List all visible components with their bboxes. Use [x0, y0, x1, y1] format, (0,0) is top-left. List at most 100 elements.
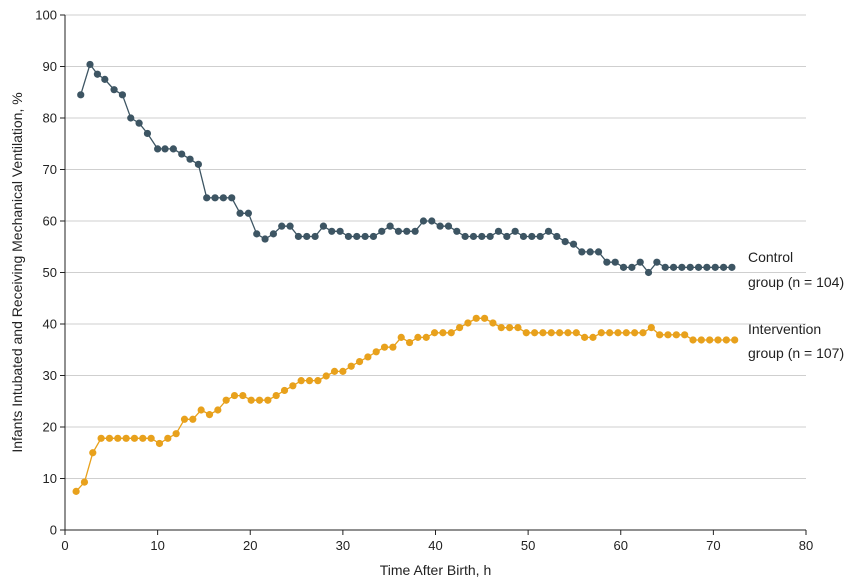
- data-point: [469, 232, 478, 241]
- data-point: [578, 248, 586, 256]
- control-label-line2: group (n = 104): [748, 274, 844, 290]
- data-point: [264, 396, 272, 404]
- data-point: [336, 227, 344, 235]
- data-point: [436, 222, 444, 230]
- data-point: [697, 336, 705, 344]
- data-point: [101, 75, 109, 83]
- data-point: [503, 232, 511, 241]
- data-point: [614, 329, 622, 337]
- data-point: [261, 235, 269, 243]
- data-point: [205, 411, 214, 419]
- data-point: [589, 333, 597, 341]
- y-tick-label: 10: [43, 471, 57, 486]
- data-point: [422, 333, 430, 341]
- data-point: [472, 314, 480, 322]
- data-point: [444, 222, 453, 230]
- data-point: [411, 227, 419, 235]
- data-point: [278, 222, 286, 230]
- x-tick-label: 10: [150, 538, 164, 553]
- data-point: [731, 336, 739, 344]
- data-point: [319, 222, 328, 230]
- data-point: [628, 263, 636, 271]
- data-point: [143, 129, 152, 138]
- data-point: [706, 336, 714, 344]
- data-point: [211, 194, 219, 202]
- data-point: [514, 324, 522, 332]
- data-point: [394, 227, 403, 235]
- data-point: [361, 232, 369, 241]
- data-point: [439, 329, 447, 337]
- data-point: [347, 362, 355, 370]
- data-point: [681, 331, 689, 339]
- data-point: [722, 336, 730, 344]
- data-point: [247, 396, 255, 404]
- x-tick-label: 40: [428, 538, 442, 553]
- y-tick-label: 100: [35, 8, 57, 23]
- data-point: [219, 194, 227, 202]
- y-tick-label: 80: [43, 111, 57, 126]
- data-point: [364, 353, 372, 361]
- data-point: [619, 263, 628, 271]
- data-point: [478, 232, 486, 241]
- data-point: [344, 232, 353, 241]
- data-point: [636, 258, 644, 266]
- series-layer: [72, 60, 739, 495]
- data-point: [405, 338, 414, 347]
- data-point: [77, 91, 85, 99]
- data-point: [378, 227, 386, 235]
- y-tick-label: 90: [43, 59, 57, 74]
- data-point: [189, 415, 197, 423]
- data-point: [110, 86, 118, 94]
- data-point: [419, 217, 428, 225]
- data-point: [586, 248, 594, 256]
- data-point: [556, 329, 564, 337]
- y-axis-title: Infants Intubated and Receiving Mechanic…: [9, 92, 25, 452]
- data-point: [118, 91, 127, 99]
- data-point: [403, 227, 411, 235]
- data-point: [644, 268, 653, 277]
- data-point: [230, 391, 239, 400]
- data-point: [414, 333, 422, 341]
- data-point: [511, 227, 519, 235]
- data-point: [328, 227, 336, 235]
- data-point: [664, 331, 672, 339]
- data-point: [222, 396, 230, 404]
- data-point: [147, 434, 155, 442]
- x-axis-title: Time After Birth, h: [380, 562, 492, 578]
- axes: [60, 14, 807, 535]
- data-point: [303, 232, 311, 241]
- data-point: [639, 329, 647, 337]
- data-point: [289, 382, 297, 390]
- data-point: [386, 222, 394, 230]
- intervention-label-line1: Intervention: [748, 321, 821, 337]
- series-intervention: [72, 314, 739, 495]
- y-tick-label: 20: [43, 420, 57, 435]
- data-point: [122, 434, 130, 442]
- data-point: [661, 263, 669, 271]
- data-point: [669, 263, 678, 271]
- data-point: [197, 406, 205, 414]
- data-point: [455, 324, 464, 332]
- data-point: [489, 319, 497, 327]
- series-line: [75, 317, 735, 492]
- data-point: [486, 232, 494, 241]
- data-point: [239, 391, 247, 400]
- data-point: [105, 434, 114, 442]
- data-point: [228, 194, 236, 202]
- data-point: [86, 60, 94, 69]
- series-line: [80, 62, 732, 274]
- data-point: [569, 240, 578, 248]
- x-tick-label: 20: [243, 538, 257, 553]
- data-point: [506, 324, 514, 332]
- data-point: [553, 232, 561, 241]
- data-point: [464, 319, 472, 327]
- data-point: [719, 263, 728, 271]
- y-tick-label: 50: [43, 265, 57, 280]
- data-point: [127, 114, 135, 122]
- data-point: [72, 487, 80, 495]
- data-point: [269, 230, 278, 238]
- data-point: [311, 232, 319, 241]
- data-point: [372, 348, 380, 356]
- data-point: [305, 377, 314, 385]
- data-point: [93, 70, 102, 78]
